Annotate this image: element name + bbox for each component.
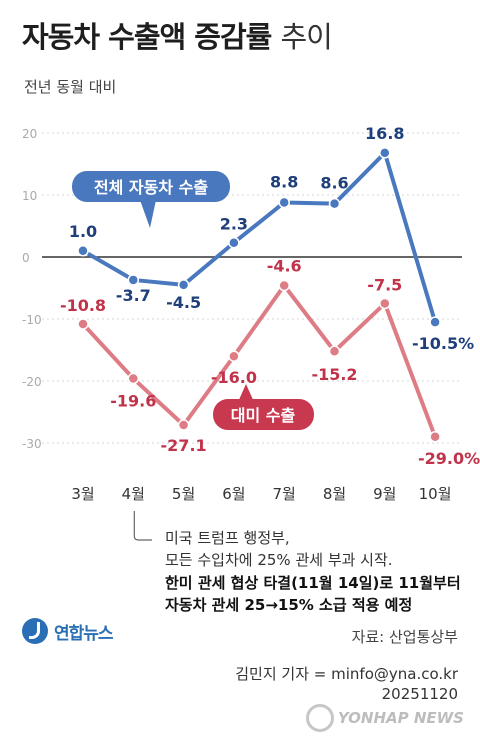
legend-us-label: 대미 수출 [231, 406, 296, 425]
note-line-1: 미국 트럼프 행정부, [165, 529, 290, 547]
x-tick-label: 6월 [222, 485, 245, 503]
yonhap-logo: 연합뉴스 [22, 618, 114, 644]
data-point-0-7 [429, 316, 441, 328]
data-label-us: -7.5 [367, 276, 402, 295]
watermark: YONHAP NEWS [305, 704, 464, 732]
data-point-1-5 [328, 345, 341, 357]
credit-reporter: 김민지 기자 = minfo@yna.co.kr [235, 665, 458, 683]
data-label-total: -10.5% [412, 334, 474, 353]
legend-total-label: 전체 자동차 수출 [94, 178, 208, 197]
data-label-total: -4.5 [166, 293, 201, 312]
legend-us-pill [213, 399, 314, 430]
annotation-bracket [133, 511, 152, 541]
data-label-total: 1.0 [69, 222, 97, 241]
x-tick-label: 7월 [273, 485, 296, 503]
data-label-total: -3.7 [116, 286, 151, 305]
y-tick-label: 10 [22, 189, 37, 203]
data-label-us: -16.0 [211, 368, 257, 387]
y-tick-label: -30 [22, 437, 42, 451]
legend-us-pointer [238, 384, 254, 402]
data-point-1-1 [127, 372, 140, 385]
y-tick-label: 20 [22, 127, 37, 141]
legend-total-pointer [140, 200, 156, 228]
source-label: 자료: 산업통상부 [351, 628, 458, 646]
data-label-us: -4.6 [267, 257, 302, 276]
data-point-1-7 [429, 431, 441, 443]
data-point-1-2 [177, 419, 190, 431]
series-line-0 [81, 150, 438, 325]
x-tick-label: 4월 [122, 485, 145, 503]
y-tick-label: 0 [22, 251, 30, 265]
note-line-3: 한미 관세 협상 타결(11월 14일)로 11월부터 [165, 574, 461, 592]
data-point-1-6 [379, 297, 391, 310]
x-tick-label: 3월 [71, 485, 94, 503]
note-line-4: 자동차 관세 25→15% 소급 적용 예정 [165, 596, 413, 614]
data-label-us: -15.2 [311, 365, 357, 384]
data-point-1-4 [278, 279, 290, 292]
note-tariff-start: 미국 트럼프 행정부, 모든 수입차에 25% 관세 부과 시작. [165, 527, 393, 571]
data-label-us: -27.1 [161, 436, 207, 455]
data-point-1-0 [77, 318, 89, 330]
data-point-0-2 [177, 279, 190, 291]
title-light: 추이 [280, 20, 332, 54]
data-label-us: -19.6 [110, 392, 156, 411]
yonhap-logo-icon [22, 618, 48, 644]
x-tick-label: 8월 [323, 485, 346, 503]
credit-date: 20251120 [381, 685, 458, 703]
logo-text: 연합뉴스 [54, 623, 114, 644]
data-label-total: 8.8 [270, 172, 298, 191]
data-label-total: 16.8 [365, 124, 404, 143]
subtitle: 전년 동월 대비 [24, 78, 117, 96]
data-label-us: -10.8 [60, 296, 106, 315]
watermark-icon [305, 704, 334, 732]
page-title: 자동차 수출액 증감률 추이 [22, 14, 333, 56]
y-tick-label: -10 [22, 313, 42, 327]
data-point-0-0 [77, 245, 89, 257]
note-tariff-deal: 한미 관세 협상 타결(11월 14일)로 11월부터 자동차 관세 25→15… [165, 572, 461, 616]
title-main: 자동차 수출액 증감률 [22, 20, 272, 54]
data-label-us: -29.0% [418, 449, 480, 468]
watermark-text: YONHAP NEWS [337, 709, 464, 727]
x-tick-label: 5월 [172, 485, 195, 503]
series-line-1 [81, 283, 438, 439]
data-label-total: 2.3 [220, 215, 248, 234]
note-line-2: 모든 수입차에 25% 관세 부과 시작. [165, 551, 393, 569]
data-point-0-1 [127, 274, 140, 286]
data-label-total: 8.6 [320, 174, 348, 193]
y-tick-label: -20 [22, 375, 42, 389]
data-point-1-3 [228, 350, 240, 362]
x-tick-label: 10월 [419, 485, 452, 503]
credit: 김민지 기자 = minfo@yna.co.kr 20251120 [235, 664, 458, 704]
data-point-0-5 [328, 197, 341, 210]
data-point-0-4 [278, 196, 290, 209]
x-tick-label: 9월 [373, 485, 396, 503]
data-point-0-3 [228, 236, 240, 249]
data-point-0-6 [379, 147, 391, 159]
legend-total-pill [72, 171, 230, 202]
